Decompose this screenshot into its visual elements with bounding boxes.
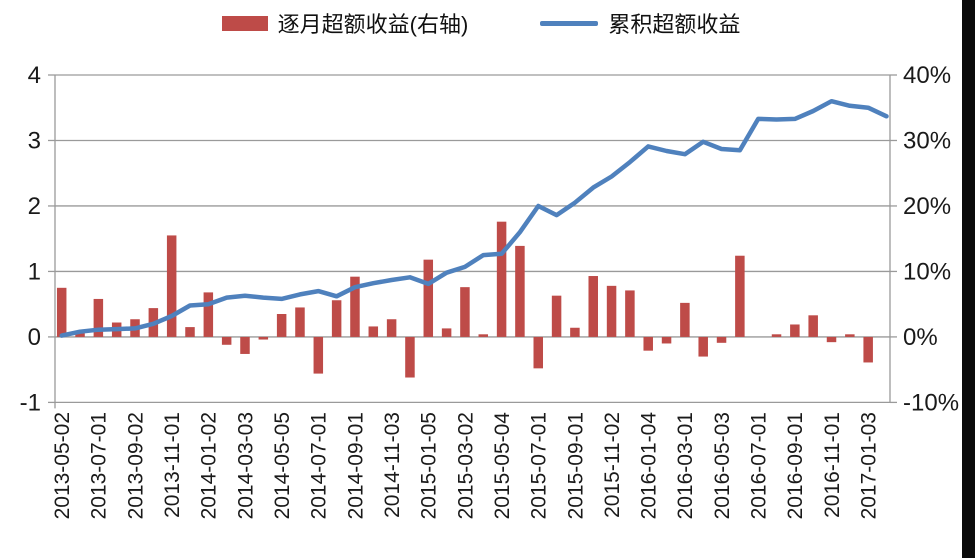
x-tick-label: 2016-05-03 [711, 412, 734, 519]
x-tick-label: 2017-01-03 [858, 412, 881, 519]
monthly-excess-return-bar [588, 276, 598, 337]
monthly-excess-return-bar [735, 255, 745, 337]
y-left-tick-label: 4 [28, 62, 41, 89]
monthly-excess-return-bar [680, 302, 690, 337]
y-right-tick-label: -10% [903, 389, 959, 416]
line-series-swatch-icon [540, 20, 599, 26]
x-tick-label: 2014-05-05 [271, 412, 294, 519]
monthly-excess-return-bar [863, 336, 873, 363]
x-tick-label: 2014-11-03 [381, 412, 404, 518]
monthly-excess-return-bar [643, 336, 653, 351]
monthly-excess-return-bar [716, 336, 727, 343]
monthly-excess-return-bar [258, 336, 269, 340]
x-tick-label: 2015-05-04 [491, 412, 514, 520]
monthly-excess-return-bar [771, 334, 782, 337]
monthly-excess-return-bar [240, 336, 250, 354]
x-tick-label: 2016-07-01 [748, 412, 771, 519]
monthly-excess-return-bar [790, 324, 800, 337]
monthly-excess-return-bar [386, 319, 397, 337]
legend-item-monthly-excess-return: 逐月超额收益(右轴) [221, 7, 469, 39]
monthly-excess-return-bar [478, 334, 489, 337]
monthly-excess-return-bar [515, 245, 525, 337]
x-tick-label: 2015-09-01 [564, 412, 587, 519]
monthly-excess-return-bar [460, 287, 470, 337]
x-tick-label: 2014-09-01 [344, 412, 367, 519]
x-tick-label: 2015-01-05 [418, 412, 441, 519]
monthly-excess-return-bar [661, 336, 672, 344]
bar-series-label: 逐月超额收益(右轴) [277, 12, 469, 37]
monthly-excess-return-bar [441, 328, 452, 337]
y-left-tick-label: 3 [28, 127, 41, 154]
x-tick-label: 2013-05-02 [51, 412, 74, 519]
monthly-excess-return-bar [93, 298, 104, 337]
monthly-excess-return-bar [423, 259, 434, 337]
x-tick-label: 2015-07-01 [528, 412, 551, 519]
monthly-excess-return-bar [496, 221, 507, 337]
monthly-excess-return-bar [845, 334, 855, 337]
monthly-excess-return-bar [203, 292, 214, 337]
monthly-excess-return-bar [166, 235, 177, 337]
monthly-excess-return-bar [56, 287, 67, 337]
x-tick-label: 2016-09-01 [784, 412, 807, 519]
legend-item-cumulative-excess-return: 累积超额收益 [540, 7, 740, 39]
y-right-tick-label: 10% [903, 258, 951, 285]
x-tick-label: 2016-11-01 [821, 412, 844, 518]
monthly-excess-return-bar [606, 285, 617, 337]
screenshot-right-border [962, 0, 975, 558]
x-tick-label: 2014-01-02 [198, 412, 221, 519]
monthly-excess-return-bar [533, 336, 544, 369]
monthly-excess-return-bar [625, 290, 635, 337]
monthly-excess-return-bar [405, 336, 415, 378]
monthly-excess-return-bar [276, 314, 287, 337]
monthly-excess-return-bar [551, 295, 562, 337]
monthly-excess-return-bar [331, 300, 342, 337]
line-series-label: 累积超额收益 [608, 12, 741, 37]
x-tick-label: 2015-03-02 [454, 412, 477, 519]
y-right-tick-label: 20% [903, 193, 951, 220]
monthly-excess-return-bar [570, 327, 580, 337]
monthly-excess-return-bar [698, 336, 708, 357]
y-left-tick-label: 1 [28, 258, 41, 285]
cumulative-excess-return-line [59, 98, 889, 338]
monthly-excess-return-bar [808, 315, 818, 337]
y-right-tick-label: 40% [903, 62, 951, 89]
monthly-excess-return-bar [313, 336, 324, 374]
monthly-excess-return-bar [826, 336, 837, 343]
monthly-excess-return-bar [221, 336, 232, 345]
y-right-tick-label: 0% [903, 324, 938, 351]
monthly-excess-return-bar [185, 327, 195, 337]
x-tick-label: 2013-07-01 [88, 412, 111, 519]
y-right-tick-label: 30% [903, 127, 951, 154]
monthly-excess-return-bar [295, 307, 305, 337]
x-tick-label: 2014-07-01 [308, 412, 331, 519]
y-left-tick-label: 0 [28, 324, 41, 351]
chart-legend: 逐月超额收益(右轴) 累积超额收益 [0, 6, 962, 40]
x-tick-label: 2014-03-03 [234, 412, 257, 519]
x-tick-label: 2016-01-04 [638, 412, 661, 520]
x-tick-label: 2015-11-02 [601, 412, 624, 518]
x-tick-label: 2016-03-01 [674, 412, 697, 519]
monthly-excess-return-bar [350, 276, 360, 337]
x-tick-label: 2013-09-02 [124, 412, 147, 519]
monthly-excess-return-bar [368, 326, 379, 337]
x-tick-label: 2013-11-01 [161, 412, 184, 518]
y-left-tick-label: 2 [28, 193, 41, 220]
y-left-tick-label: -1 [20, 389, 41, 416]
bar-series-swatch-icon [221, 15, 268, 31]
